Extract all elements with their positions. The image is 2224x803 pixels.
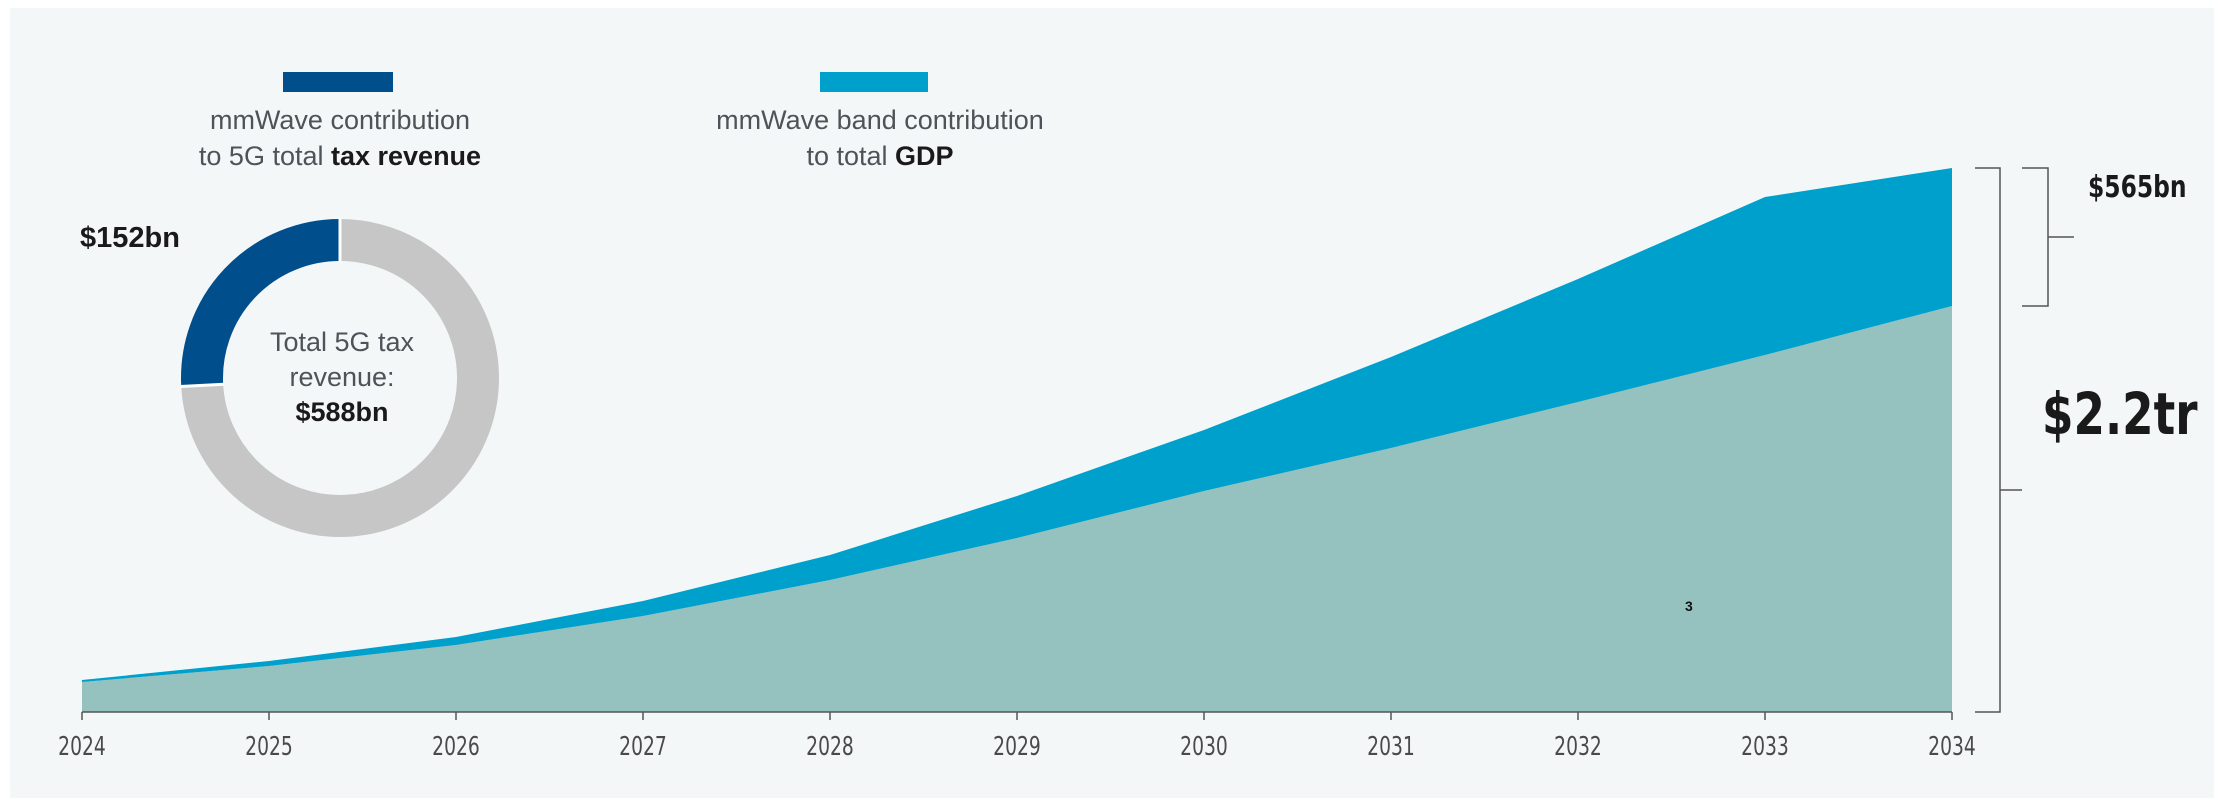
- x-tick-label: 2028: [806, 732, 854, 762]
- x-tick-label: 2026: [432, 732, 480, 762]
- page-number: 3: [1685, 598, 1693, 614]
- annotation-top-band: $565bn: [2088, 170, 2187, 205]
- area-series-base: [82, 306, 1952, 712]
- x-tick-label: 2031: [1367, 732, 1415, 762]
- legend-swatch-gdp: [820, 72, 928, 92]
- x-tick-label: 2029: [993, 732, 1041, 762]
- area-series-gdp: [82, 168, 1952, 682]
- bracket-top-band: [2022, 167, 2074, 307]
- annotation-total: $2.2tr: [2042, 380, 2198, 448]
- donut-center-value: $588bn: [295, 397, 389, 427]
- x-tick-label: 2025: [245, 732, 293, 762]
- x-tick-label: 2024: [58, 732, 106, 762]
- area-series-group: [82, 168, 1952, 712]
- donut-separator: [180, 382, 225, 389]
- donut-slice-mmwave: [181, 219, 341, 387]
- x-tick-label: 2032: [1554, 732, 1602, 762]
- legend-gdp-line1: mmWave band contribution: [716, 105, 1044, 135]
- donut-center-text: Total 5G tax revenue: $588bn: [222, 325, 462, 430]
- donut-center-line2: revenue:: [289, 362, 395, 392]
- legend-label-tax: mmWave contribution to 5G total tax reve…: [160, 102, 520, 174]
- donut-center-line1: Total 5G tax: [269, 327, 415, 357]
- donut-chart: [180, 218, 499, 537]
- legend-tax-line1: mmWave contribution: [209, 105, 471, 135]
- legend-swatch-tax: [283, 72, 393, 92]
- x-tick-label: 2027: [619, 732, 667, 762]
- legend-gdp-line2: to total GDP: [806, 141, 954, 171]
- donut-slice-rest: [181, 219, 499, 537]
- legend-label-gdp: mmWave band contribution to total GDP: [690, 102, 1070, 174]
- brackets: [1975, 167, 2074, 713]
- x-tick-label: 2033: [1741, 732, 1789, 762]
- legend-tax-line2: to 5G total tax revenue: [198, 141, 482, 171]
- bracket-total: [1975, 167, 2022, 713]
- x-tick-label: 2030: [1180, 732, 1228, 762]
- x-tick-label: 2034: [1928, 732, 1976, 762]
- donut-segment-label: $152bn: [80, 222, 180, 254]
- x-axis: 2024 2025 2026 2027 2028 2029 2030 2031 2032 2033…: [58, 711, 1976, 762]
